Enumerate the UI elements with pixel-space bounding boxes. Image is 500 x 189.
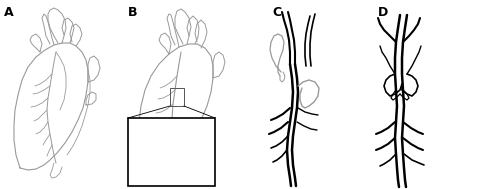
- Text: D: D: [378, 6, 388, 19]
- Text: C: C: [272, 6, 281, 19]
- Bar: [128, 118, 215, 186]
- Bar: [170, 88, 184, 106]
- Text: B: B: [128, 6, 138, 19]
- Text: A: A: [4, 6, 14, 19]
